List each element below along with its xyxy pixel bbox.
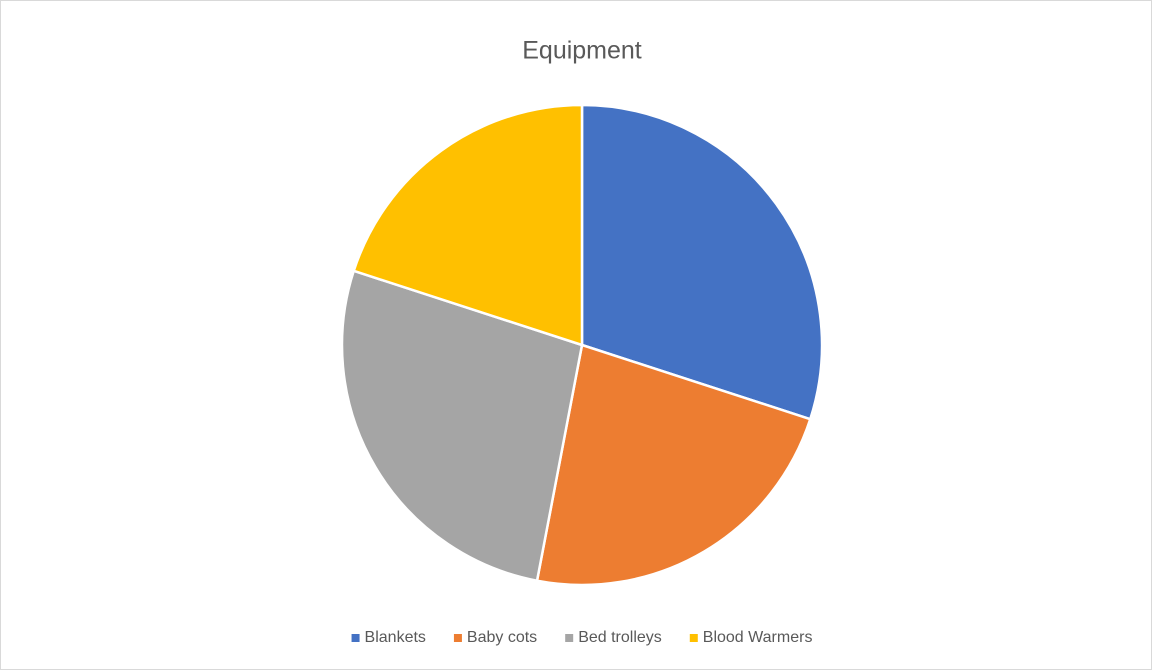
chart-title: Equipment (522, 37, 642, 65)
legend-marker (689, 634, 698, 642)
legend-marker (565, 634, 574, 642)
pie-slice (580, 103, 824, 421)
legend-marker (453, 634, 462, 642)
legend-marker (351, 634, 360, 642)
legend-label: Baby cots (467, 629, 537, 646)
legend-label: Bed trolleys (578, 629, 662, 646)
legend-label: Blankets (365, 629, 426, 646)
pie-slice (535, 343, 812, 587)
pie-slice (340, 269, 584, 583)
legend-label: Blood Warmers (703, 629, 813, 646)
pie-slice (352, 103, 584, 347)
